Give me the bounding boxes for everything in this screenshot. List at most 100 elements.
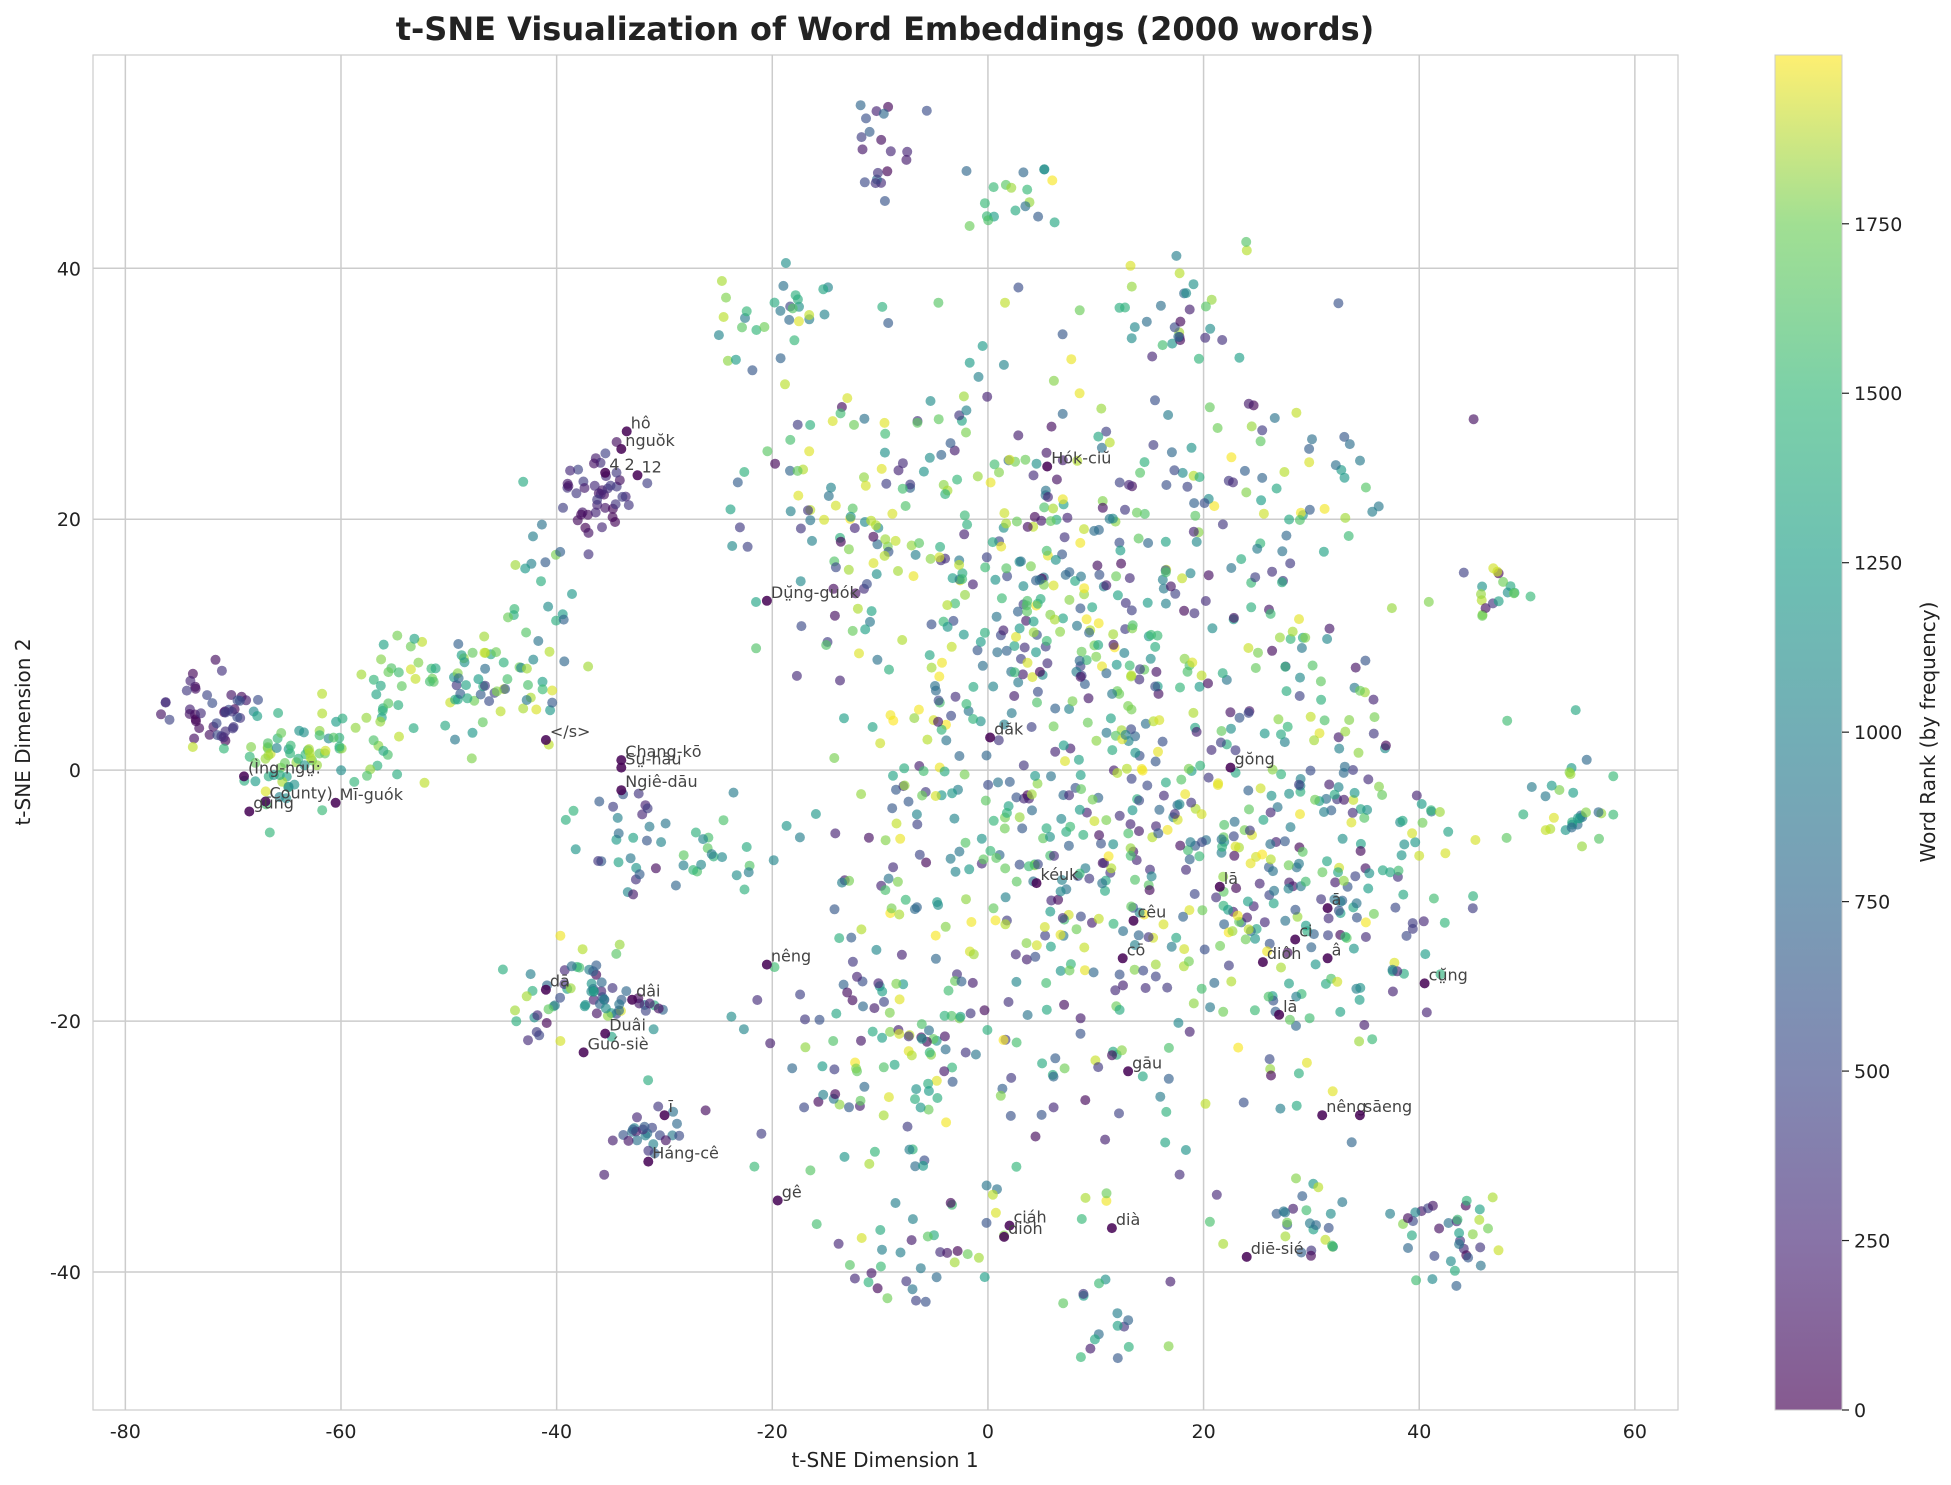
word-point [1151, 666, 1162, 677]
word-point [911, 809, 922, 820]
annotated-word-point [616, 762, 627, 773]
word-point [276, 728, 287, 738]
word-point [793, 316, 804, 327]
annotated-word-point [578, 1047, 589, 1058]
word-point [1540, 791, 1551, 802]
word-point [1161, 480, 1172, 490]
word-point [914, 538, 925, 549]
word-point [1048, 721, 1059, 732]
word-point [1040, 930, 1051, 941]
word-point [1209, 501, 1220, 512]
word-point [1467, 1229, 1478, 1240]
word-point [190, 683, 201, 694]
word-point [959, 769, 970, 780]
word-point [1171, 250, 1182, 261]
word-point [999, 823, 1010, 834]
word-point [1022, 521, 1033, 532]
word-point [1000, 892, 1011, 903]
word-point [588, 966, 599, 977]
word-point [641, 835, 652, 846]
word-point [1101, 668, 1112, 679]
word-point [814, 1014, 825, 1025]
word-point [966, 917, 977, 927]
word-point [1134, 795, 1145, 806]
word-point [1294, 691, 1305, 701]
word-point [976, 833, 987, 844]
word-point [810, 809, 821, 819]
word-point [1013, 282, 1024, 293]
word-point [994, 467, 1004, 478]
word-point [879, 550, 890, 561]
word-point [559, 656, 570, 667]
word-point [283, 781, 294, 792]
word-point [1000, 297, 1010, 308]
word-point [1125, 260, 1136, 271]
word-point [1032, 686, 1043, 697]
word-point [475, 689, 486, 700]
annotated-word-point [985, 732, 996, 743]
word-point [1297, 1191, 1308, 1202]
word-point [467, 727, 478, 738]
y-tick-label: 0 [69, 760, 81, 782]
word-point [1186, 442, 1197, 453]
word-point [1032, 598, 1043, 609]
word-point [456, 650, 467, 661]
word-point [1200, 301, 1211, 312]
word-point [419, 777, 430, 788]
word-point [1429, 1251, 1440, 1261]
word-point [1112, 1320, 1123, 1331]
word-point [1188, 526, 1199, 537]
word-point [1111, 571, 1122, 582]
word-point [1294, 779, 1304, 790]
word-point [939, 1066, 950, 1077]
word-point [950, 598, 961, 609]
word-point [1124, 573, 1135, 584]
word-point [1074, 868, 1085, 879]
word-point [762, 446, 773, 457]
word-point [263, 750, 274, 761]
word-point [983, 215, 994, 226]
word-point [1130, 747, 1141, 758]
word-point [1121, 763, 1132, 774]
word-point [1316, 694, 1327, 705]
word-point [925, 396, 936, 406]
word-point [842, 987, 853, 998]
word-point [780, 258, 791, 268]
word-point [409, 633, 420, 644]
word-point [1162, 824, 1173, 835]
word-point [1594, 833, 1604, 844]
word-point [565, 983, 576, 994]
word-point [1135, 664, 1145, 675]
word-point [281, 793, 292, 804]
word-point [264, 827, 275, 838]
word-point [1138, 965, 1149, 976]
word-point [973, 371, 984, 382]
word-point [1310, 959, 1321, 970]
word-point [859, 472, 869, 483]
word-point [1267, 566, 1278, 577]
word-point [644, 821, 655, 832]
word-point [829, 610, 840, 621]
word-point [932, 1093, 943, 1103]
word-point [1263, 991, 1274, 1002]
word-point [1308, 929, 1319, 940]
word-point [880, 885, 891, 896]
word-point [1252, 543, 1263, 554]
word-point [1123, 1315, 1134, 1326]
word-point [317, 805, 328, 816]
word-point [907, 1284, 918, 1295]
word-point [769, 962, 780, 973]
word-point [181, 685, 192, 696]
word-point [1160, 536, 1171, 547]
word-point [1114, 1004, 1125, 1015]
word-point [558, 502, 568, 513]
word-point [1101, 727, 1112, 738]
word-point [871, 569, 882, 580]
word-point [1154, 804, 1165, 815]
word-point [1236, 554, 1247, 565]
word-point [1217, 335, 1228, 345]
word-point [1323, 913, 1334, 924]
word-point [795, 576, 806, 587]
word-point [1028, 616, 1039, 627]
word-point [902, 1121, 913, 1132]
